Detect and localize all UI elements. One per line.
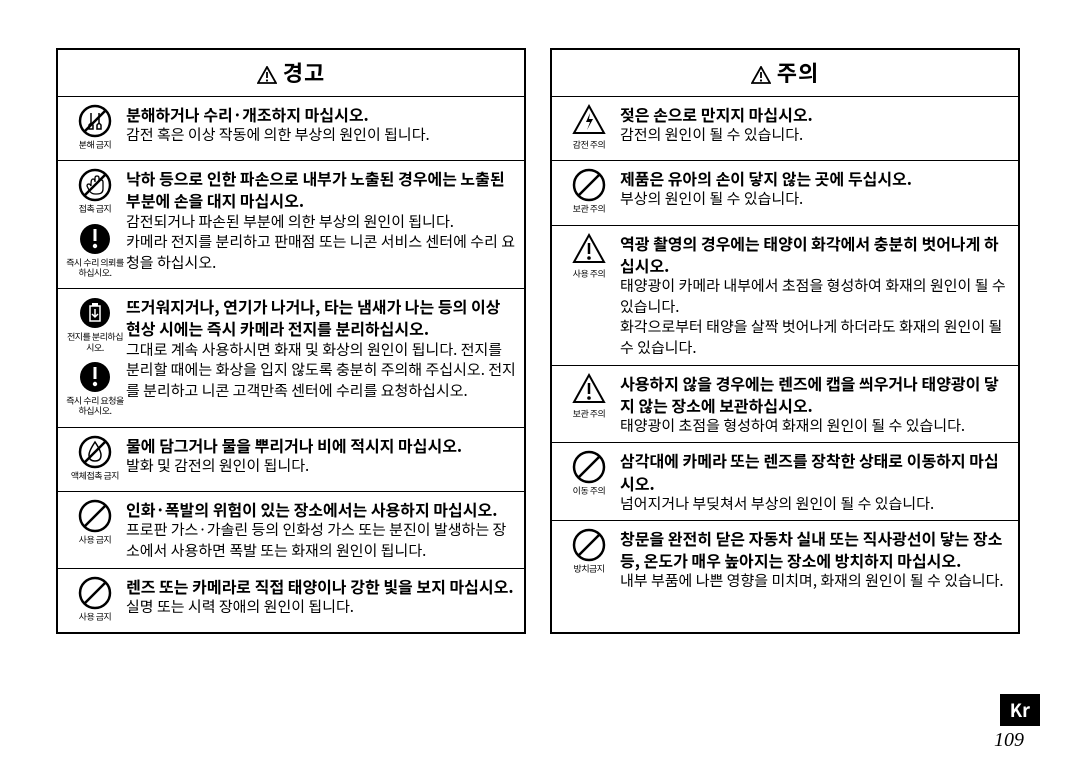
section-heading: 사용하지 않을 경우에는 렌즈에 캡을 씌우거나 태양광이 닿지 않는 장소에 … [620, 372, 1010, 416]
icon-column: 접촉 금지즉시 수리 의뢰를 하십시오. [64, 167, 126, 282]
right-section: 감전 주의 젖은 손으로 만지지 마십시오.감전의 원인이 될 수 있습니다. [552, 97, 1018, 161]
right-section: 방치금지 창문을 완전히 닫은 자동차 실내 또는 직사광선이 닿는 장소 등, … [552, 521, 1018, 598]
section-text: 내부 부품에 나쁜 영향을 미치며, 화재의 원인이 될 수 있습니다. [620, 571, 1010, 592]
icon-column: 분해 금지 [64, 103, 126, 154]
page-number: 109 [994, 729, 1024, 752]
left-section: 전지를 분리하십시오. 즉시 수리 요청을 하십시오. 뜨거워지거나, 연기가 나거… [58, 289, 524, 427]
right-header-text: 주의 [777, 56, 819, 88]
section-text: 실명 또는 시력 장애의 원인이 됩니다. [126, 597, 516, 618]
right-header: 주의 [552, 50, 1018, 97]
icon-label: 액체접촉 금지 [71, 471, 119, 481]
section-text: 감전의 원인이 될 수 있습니다. [620, 125, 1010, 146]
must-icon: 즉시 수리 의뢰를 하십시오. [64, 221, 126, 279]
icon-column: 사용 주의 [558, 232, 620, 359]
section-heading: 젖은 손으로 만지지 마십시오. [620, 103, 1010, 125]
left-header-text: 경고 [283, 56, 325, 88]
must-icon: 즉시 수리 요청을 하십시오. [64, 359, 126, 417]
section-body: 물에 담그거나 물을 뿌리거나 비에 적시지 마십시오.발화 및 감전의 원인이… [126, 434, 516, 485]
icon-column: 전지를 분리하십시오. 즉시 수리 요청을 하십시오. [64, 295, 126, 420]
icon-label: 사용 주의 [573, 269, 606, 279]
left-section: 사용 금지 렌즈 또는 카메라로 직접 태양이나 강한 빛을 보지 마십시오.실명… [58, 569, 524, 632]
section-text: 감전되거나 파손된 부분에 의한 부상의 원인이 됩니다. 카메라 전지를 분리… [126, 212, 516, 274]
section-body: 제품은 유아의 손이 닿지 않는 곳에 두십시오.부상의 원인이 될 수 있습니… [620, 167, 1010, 218]
icon-column: 사용 금지 [64, 575, 126, 626]
shock-icon: 감전 주의 [571, 103, 607, 150]
section-body: 뜨거워지거나, 연기가 나거나, 타는 냄새가 나는 등의 이상 현상 시에는 … [126, 295, 516, 420]
section-body: 역광 촬영의 경우에는 태양이 화각에서 충분히 벗어나게 하십시오.태양광이 … [620, 232, 1010, 359]
section-heading: 창문을 완전히 닫은 자동차 실내 또는 직사광선이 닿는 장소 등, 온도가 … [620, 527, 1010, 571]
icon-label: 전지를 분리하십시오. [64, 332, 126, 353]
icon-label: 사용 금지 [79, 612, 112, 622]
icon-label: 즉시 수리 요청을 하십시오. [64, 396, 126, 417]
section-body: 분해하거나 수리·개조하지 마십시오.감전 혹은 이상 작동에 의한 부상의 원… [126, 103, 516, 154]
left-column: 경고 분해 금지 분해하거나 수리·개조하지 마십시오.감전 혹은 이상 작동에 … [56, 48, 526, 634]
right-section: 이동 주의 삼각대에 카메라 또는 렌즈를 장착한 상태로 이동하지 마십시오.넘… [552, 443, 1018, 521]
caution-icon: 사용 주의 [571, 232, 607, 279]
no-water-icon: 액체접촉 금지 [71, 434, 119, 481]
icon-column: 감전 주의 [558, 103, 620, 154]
right-section: 보관 주의 제품은 유아의 손이 닿지 않는 곳에 두십시오.부상의 원인이 될 … [552, 161, 1018, 225]
section-heading: 뜨거워지거나, 연기가 나거나, 타는 냄새가 나는 등의 이상 현상 시에는 … [126, 295, 516, 339]
right-section: 사용 주의 역광 촬영의 경우에는 태양이 화각에서 충분히 벗어나게 하십시오.… [552, 226, 1018, 366]
icon-column: 이동 주의 [558, 449, 620, 514]
icon-column: 보관 주의 [558, 167, 620, 218]
warning-triangle-icon [751, 66, 771, 84]
section-heading: 인화·폭발의 위험이 있는 장소에서는 사용하지 마십시오. [126, 498, 516, 520]
icon-label: 방치금지 [573, 564, 604, 574]
section-text: 넘어지거나 부딪쳐서 부상의 원인이 될 수 있습니다. [620, 494, 1010, 515]
section-text: 그대로 계속 사용하시면 화재 및 화상의 원인이 됩니다. 전지를 분리할 때… [126, 340, 516, 402]
section-text: 태양광이 초점을 형성하여 화재의 원인이 될 수 있습니다. [620, 416, 1010, 437]
section-body: 인화·폭발의 위험이 있는 장소에서는 사용하지 마십시오.프로판 가스·가솔린… [126, 498, 516, 561]
left-section: 분해 금지 분해하거나 수리·개조하지 마십시오.감전 혹은 이상 작동에 의한 … [58, 97, 524, 161]
prohibit-icon: 보관 주의 [571, 167, 607, 214]
left-header: 경고 [58, 50, 524, 97]
warning-triangle-icon [257, 66, 277, 84]
left-section: 접촉 금지즉시 수리 의뢰를 하십시오.낙하 등으로 인한 파손으로 내부가 노… [58, 161, 524, 289]
no-disassemble-icon: 분해 금지 [77, 103, 113, 150]
icon-label: 감전 주의 [573, 140, 606, 150]
icon-label: 분해 금지 [79, 140, 112, 150]
right-section: 보관 주의 사용하지 않을 경우에는 렌즈에 캡을 씌우거나 태양광이 닿지 않는… [552, 366, 1018, 444]
icon-label: 보관 주의 [573, 409, 606, 419]
section-body: 사용하지 않을 경우에는 렌즈에 캡을 씌우거나 태양광이 닿지 않는 장소에 … [620, 372, 1010, 437]
left-section: 사용 금지 인화·폭발의 위험이 있는 장소에서는 사용하지 마십시오.프로판 가… [58, 492, 524, 568]
prohibit-icon: 이동 주의 [571, 449, 607, 496]
no-touch-icon: 접촉 금지 [77, 167, 113, 214]
section-text: 감전 혹은 이상 작동에 의한 부상의 원인이 됩니다. [126, 125, 516, 146]
section-heading: 물에 담그거나 물을 뿌리거나 비에 적시지 마십시오. [126, 434, 516, 456]
prohibit-icon: 방치금지 [571, 527, 607, 574]
section-text: 발화 및 감전의 원인이 됩니다. [126, 456, 516, 477]
language-tag: Kr [1000, 694, 1040, 726]
section-body: 삼각대에 카메라 또는 렌즈를 장착한 상태로 이동하지 마십시오.넘어지거나 … [620, 449, 1010, 514]
icon-label: 사용 금지 [79, 535, 112, 545]
caution-icon: 보관 주의 [571, 372, 607, 419]
prohibit-icon: 사용 금지 [77, 575, 113, 622]
section-heading: 역광 촬영의 경우에는 태양이 화각에서 충분히 벗어나게 하십시오. [620, 232, 1010, 276]
section-heading: 삼각대에 카메라 또는 렌즈를 장착한 상태로 이동하지 마십시오. [620, 449, 1010, 493]
section-text: 부상의 원인이 될 수 있습니다. [620, 189, 1010, 210]
section-body: 젖은 손으로 만지지 마십시오.감전의 원인이 될 수 있습니다. [620, 103, 1010, 154]
prohibit-icon: 사용 금지 [77, 498, 113, 545]
section-heading: 렌즈 또는 카메라로 직접 태양이나 강한 빛을 보지 마십시오. [126, 575, 516, 597]
icon-column: 방치금지 [558, 527, 620, 592]
section-text: 프로판 가스·가솔린 등의 인화성 가스 또는 분진이 발생하는 장소에서 사용… [126, 520, 516, 561]
left-section: 액체접촉 금지 물에 담그거나 물을 뿌리거나 비에 적시지 마십시오.발화 및 … [58, 428, 524, 492]
remove-battery-icon: 전지를 분리하십시오. [64, 295, 126, 353]
section-heading: 낙하 등으로 인한 파손으로 내부가 노출된 경우에는 노출된 부분에 손을 대… [126, 167, 516, 211]
icon-label: 접촉 금지 [79, 204, 112, 214]
section-text: 태양광이 카메라 내부에서 초점을 형성하여 화재의 원인이 될 수 있습니다.… [620, 276, 1010, 359]
icon-column: 사용 금지 [64, 498, 126, 561]
icon-label: 보관 주의 [573, 204, 606, 214]
icon-label: 즉시 수리 의뢰를 하십시오. [64, 258, 126, 279]
icon-column: 액체접촉 금지 [64, 434, 126, 485]
section-body: 창문을 완전히 닫은 자동차 실내 또는 직사광선이 닿는 장소 등, 온도가 … [620, 527, 1010, 592]
right-column: 주의 감전 주의 젖은 손으로 만지지 마십시오.감전의 원인이 될 수 있습니다… [550, 48, 1020, 634]
icon-column: 보관 주의 [558, 372, 620, 437]
icon-label: 이동 주의 [573, 486, 606, 496]
section-heading: 분해하거나 수리·개조하지 마십시오. [126, 103, 516, 125]
section-body: 렌즈 또는 카메라로 직접 태양이나 강한 빛을 보지 마십시오.실명 또는 시… [126, 575, 516, 626]
section-body: 낙하 등으로 인한 파손으로 내부가 노출된 경우에는 노출된 부분에 손을 대… [126, 167, 516, 282]
section-heading: 제품은 유아의 손이 닿지 않는 곳에 두십시오. [620, 167, 1010, 189]
